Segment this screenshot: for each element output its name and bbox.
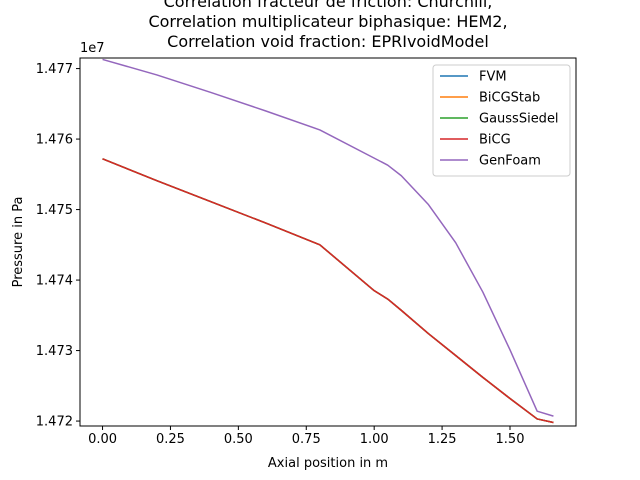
y-tick-label: 1.476: [36, 133, 73, 148]
y-tick-label: 1.474: [36, 274, 73, 289]
x-axis-label: Axial position in m: [268, 456, 388, 471]
series-lines: [102, 58, 554, 424]
x-tick-label: 1.50: [496, 432, 525, 447]
x-axis-ticks: 0.00 0.25 0.50 0.75 1.00 1.25 1.50: [88, 426, 524, 447]
legend-label: BiCGStab: [479, 91, 540, 106]
legend-label: FVM: [479, 70, 507, 85]
y-axis-ticks: 1.472 1.473 1.474 1.475 1.476 1.477: [36, 62, 80, 430]
x-tick-label: 1.25: [428, 432, 457, 447]
title-line: Correlation multiplicateur biphasique: H…: [148, 12, 507, 31]
x-tick-label: 1.00: [360, 432, 389, 447]
title-line: Correlation fracteur de friction: Church…: [164, 0, 493, 11]
series-line-bicgstab: [102, 158, 554, 424]
legend-label: GaussSiedel: [479, 112, 559, 127]
series-line-bicg: [102, 158, 554, 424]
legend-box: [432, 64, 571, 177]
y-tick-label: 1.477: [36, 62, 73, 77]
series-line-fvm: [102, 158, 554, 424]
legend-label: GenFoam: [479, 154, 541, 169]
y-tick-label: 1.472: [36, 415, 73, 430]
y-tick-label: 1.475: [36, 203, 73, 218]
x-tick-label: 0.50: [224, 432, 253, 447]
x-tick-label: 0.00: [88, 432, 117, 447]
y-offset-label: 1e7: [80, 41, 105, 56]
chart-title: Correlation fracteur de friction: Church…: [148, 0, 507, 51]
x-tick-label: 0.75: [292, 432, 321, 447]
x-tick-label: 0.25: [156, 432, 185, 447]
y-tick-label: 1.473: [36, 344, 73, 359]
plot-area-frame: [79, 57, 577, 427]
legend: FVM BiCGStab GaussSiedel BiCG GenFoam: [432, 64, 571, 177]
y-axis-label: Pressure in Pa: [11, 197, 26, 288]
series-line-gausssiedel: [102, 158, 554, 424]
series-line-genfoam: [102, 58, 554, 417]
title-line: Correlation void fraction: EPRIvoidModel: [167, 32, 489, 51]
legend-label: BiCG: [479, 133, 511, 148]
